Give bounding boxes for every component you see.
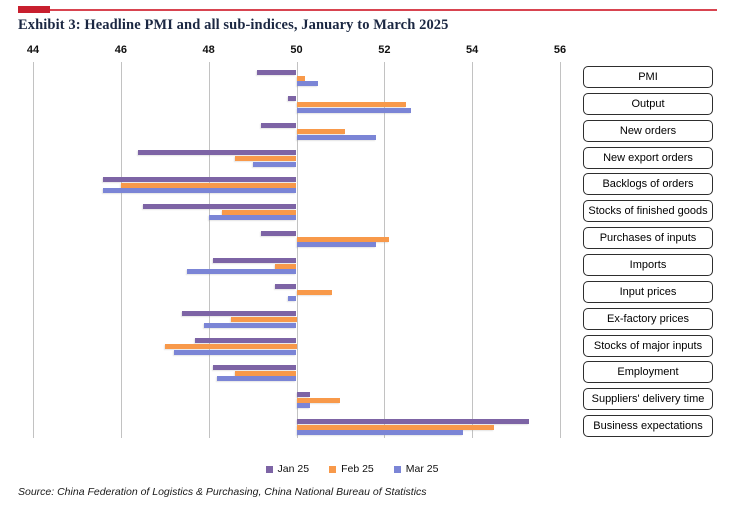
x-tick-label: 50 <box>290 44 303 56</box>
category-box: Purchases of inputs <box>583 227 713 250</box>
bar <box>173 349 297 355</box>
bar <box>261 230 297 236</box>
chart-plot-area: 44 46 48 50 52 54 56 <box>27 44 566 438</box>
bar <box>296 107 411 113</box>
bar <box>296 290 332 296</box>
bar <box>296 129 345 135</box>
bar <box>256 69 297 75</box>
chart-legend: Jan 25 Feb 25 Mar 25 <box>0 462 704 476</box>
top-red-rule-block <box>18 6 50 13</box>
bar <box>213 364 297 370</box>
bar <box>296 236 389 242</box>
gridline-50 <box>296 62 298 438</box>
gridline-44 <box>33 62 34 438</box>
category-box: Output <box>583 92 713 115</box>
x-tick-label: 44 <box>26 44 40 56</box>
bar <box>296 102 407 108</box>
bar <box>142 203 297 209</box>
bar <box>235 370 297 376</box>
gridline-56 <box>560 62 561 438</box>
category-box: Business expectations <box>583 415 713 438</box>
exhibit-title: Exhibit 3: Headline PMI and all sub-indi… <box>18 17 449 33</box>
legend-label: Mar 25 <box>405 463 439 475</box>
bar <box>261 123 297 129</box>
bar <box>204 322 297 328</box>
legend-item: Feb 25 <box>329 463 374 475</box>
bar <box>296 242 376 248</box>
bar <box>182 311 297 317</box>
category-box: Stocks of finished goods <box>583 200 713 223</box>
bar <box>296 391 310 397</box>
source-note: Source: China Federation of Logistics & … <box>18 486 427 498</box>
legend-swatch-icon <box>393 465 401 473</box>
x-tick-label: 56 <box>553 44 567 56</box>
pmi-bar-chart: 44 46 48 50 52 54 56 PMI Output New orders New ex… <box>0 42 746 475</box>
legend-item: Mar 25 <box>393 463 439 475</box>
bar <box>296 134 376 140</box>
category-box: Input prices <box>583 280 713 303</box>
bar <box>120 182 297 188</box>
bar <box>138 150 297 156</box>
bar <box>217 376 297 382</box>
top-red-rule <box>18 9 717 11</box>
gridline-52 <box>384 62 386 438</box>
category-box: Backlogs of orders <box>583 173 713 196</box>
bar <box>213 257 297 263</box>
legend-swatch-icon <box>329 465 337 473</box>
bar <box>274 284 297 290</box>
category-box: New export orders <box>583 146 713 169</box>
bar <box>296 81 319 86</box>
bar <box>296 397 341 403</box>
bar <box>186 269 297 274</box>
legend-swatch-icon <box>265 465 273 473</box>
gridline-48 <box>208 62 210 438</box>
bar <box>230 317 297 323</box>
category-box: New orders <box>583 119 713 142</box>
bar <box>296 75 306 81</box>
x-tick-label: 54 <box>466 44 479 56</box>
category-label-column: PMI Output New orders New export orders Back… <box>583 62 715 438</box>
category-box: Ex-factory prices <box>583 307 713 330</box>
bar <box>296 430 464 436</box>
bar <box>164 344 297 350</box>
category-box: Imports <box>583 254 713 276</box>
bar <box>287 295 297 301</box>
category-box: Stocks of major inputs <box>583 334 713 357</box>
x-tick-label: 52 <box>378 44 391 56</box>
bar <box>287 96 297 102</box>
gridline-46 <box>120 62 122 438</box>
bar <box>235 156 297 162</box>
category-box: Suppliers' delivery time <box>583 388 713 411</box>
bar <box>103 188 297 194</box>
bar <box>221 209 297 215</box>
bar <box>296 418 530 424</box>
x-tick-label: 46 <box>114 44 127 56</box>
bar <box>274 263 297 269</box>
gridline-54 <box>472 62 474 438</box>
bar <box>195 338 297 344</box>
legend-item: Jan 25 <box>265 463 310 475</box>
bar <box>208 215 297 221</box>
legend-label: Jan 25 <box>277 463 310 475</box>
bar <box>296 424 495 430</box>
category-box: PMI <box>583 66 713 88</box>
bar <box>296 403 310 409</box>
bar <box>252 161 297 167</box>
legend-label: Feb 25 <box>341 463 374 475</box>
category-box: Employment <box>583 361 713 384</box>
bar <box>103 176 297 182</box>
x-tick-label: 48 <box>202 44 215 56</box>
